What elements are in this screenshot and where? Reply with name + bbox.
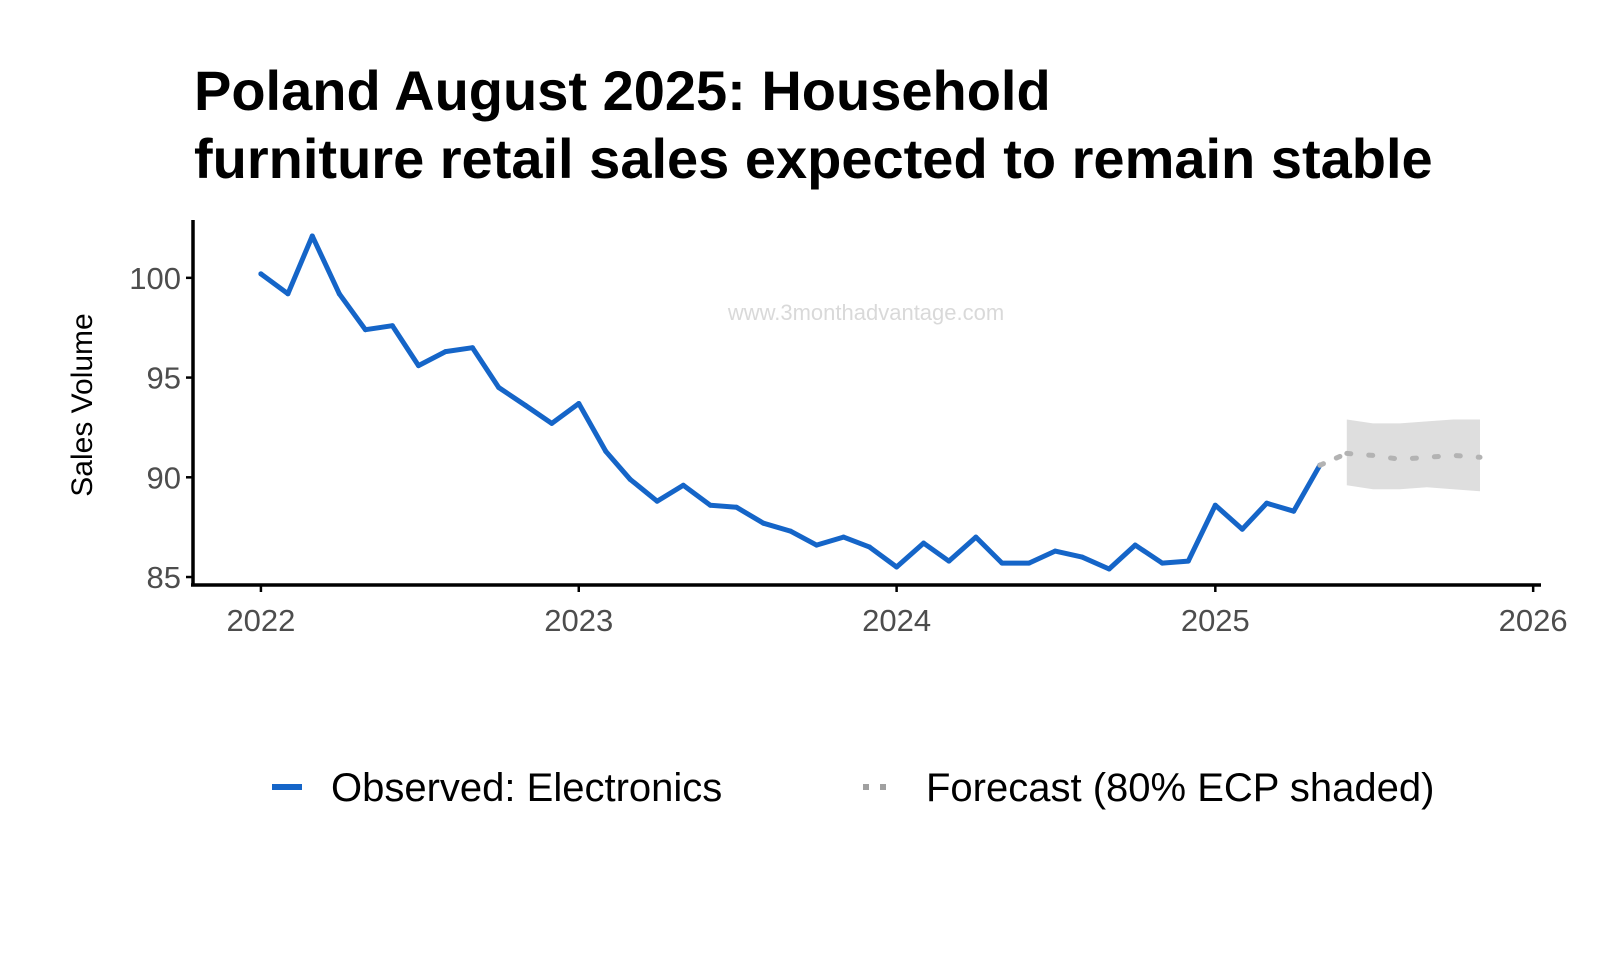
observed-point: [707, 502, 713, 508]
observed-point: [760, 520, 766, 526]
observed-point: [389, 323, 395, 329]
forecast-band: [1346, 419, 1480, 492]
observed-point: [1264, 500, 1270, 506]
observed-point: [1026, 560, 1032, 566]
legend-label-forecast: Forecast (80% ECP shaded): [926, 766, 1434, 810]
y-tick-label: 100: [129, 261, 181, 296]
legend: Observed: Electronics Forecast (80% ECP …: [272, 766, 1434, 810]
observed-point: [946, 558, 952, 564]
observed-point: [416, 363, 421, 369]
observed-point: [443, 349, 448, 355]
x-tick-label: 2023: [544, 603, 613, 638]
observed-point: [549, 420, 555, 426]
observed-point: [1106, 566, 1112, 572]
observed-point: [921, 540, 927, 546]
observed-point: [1239, 526, 1245, 532]
observed-line: [258, 233, 1323, 572]
observed-point: [973, 534, 979, 540]
observed-point: [496, 385, 502, 390]
observed-point: [867, 544, 873, 550]
y-tick-label: 95: [147, 361, 181, 396]
observed-point: [523, 403, 529, 408]
observed-point: [627, 476, 633, 482]
y-tick-label: 85: [147, 560, 181, 595]
chart-title-line-1: Poland August 2025: Household: [194, 59, 1051, 122]
observed-point: [1185, 558, 1191, 564]
observed-point: [680, 482, 686, 488]
series-layer: [258, 233, 1483, 572]
observed-point: [309, 233, 315, 239]
observed-point: [999, 560, 1005, 566]
observed-point: [841, 534, 846, 540]
forecast-band-layer: [1346, 419, 1480, 492]
x-ticks: 2022 2023 2024 2025 2026: [226, 585, 1568, 638]
observed-point: [1052, 548, 1058, 554]
observed-point: [894, 564, 900, 570]
forecast-connector: [1317, 450, 1350, 468]
observed-point: [285, 291, 291, 297]
y-tick-label: 90: [147, 460, 181, 495]
observed-point: [733, 504, 739, 510]
observed-point: [1132, 542, 1138, 548]
chart-title-line-2: furniture retail sales expected to remai…: [194, 127, 1433, 190]
observed-point: [1212, 502, 1218, 508]
observed-point: [1079, 554, 1085, 560]
observed-point: [336, 291, 342, 297]
y-axis-title: Sales Volume: [66, 313, 99, 496]
y-ticks: 85 90 95 100: [129, 261, 193, 595]
x-tick-label: 2026: [1499, 603, 1568, 638]
observed-point: [787, 528, 793, 534]
observed-point: [258, 271, 264, 277]
observed-point: [470, 345, 475, 351]
observed-point: [576, 401, 582, 406]
x-tick-label: 2025: [1181, 603, 1250, 638]
legend-label-observed: Observed: Electronics: [331, 766, 722, 810]
watermark: www.3monthadvantage.com: [727, 300, 1004, 325]
observed-point: [1291, 508, 1297, 514]
observed-point: [814, 542, 819, 548]
observed-point: [362, 327, 368, 333]
forecast-line: [1344, 450, 1483, 462]
observed-point: [654, 498, 660, 504]
observed-point: [1159, 560, 1165, 566]
observed-point: [603, 448, 609, 454]
x-tick-label: 2024: [862, 603, 931, 638]
x-tick-label: 2022: [226, 603, 295, 638]
